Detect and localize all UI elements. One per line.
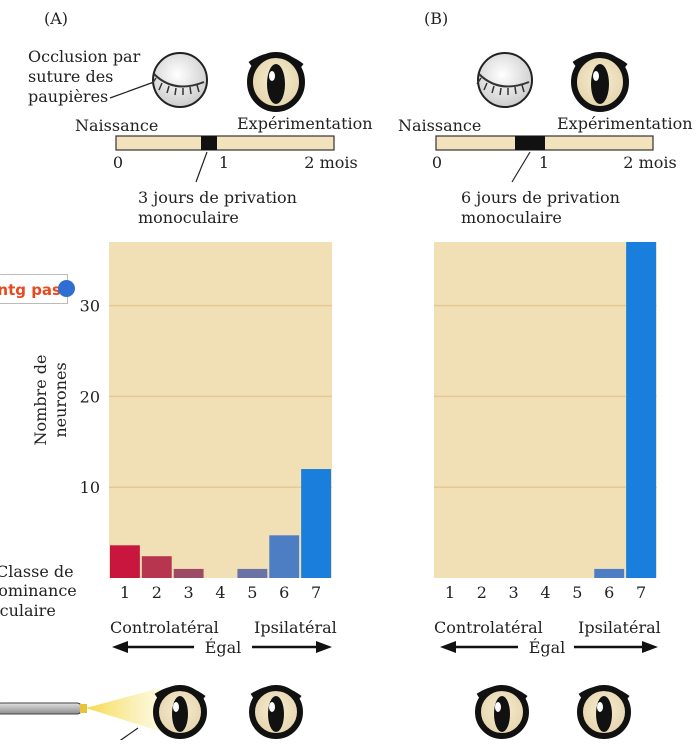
x-axis-label-line2: dominance [0,581,77,600]
x-axis-label-line3: oculaire [0,601,56,620]
x-tick-label: 7 [311,583,321,602]
bottom-eye-right-icon [249,685,303,739]
arrow-left-icon [440,641,456,653]
deprivation-label-line2: monoculaire [461,208,562,227]
timeline-start-label: Naissance [75,116,158,135]
overlay-dot-icon[interactable] [58,280,75,297]
x-tick-label: 3 [509,583,519,602]
x-axis-label-line1: Classe de [0,562,74,581]
bar-class-7 [626,242,656,578]
panel-a: (A) Occlusion par suture des paupières N… [0,9,373,743]
bar-class-6 [269,535,300,578]
timeline-start-label: Naissance [398,116,481,135]
arrow-right-icon [316,641,332,653]
sutured-eye-icon [151,52,208,108]
chart-a: 10 20 30 1 2 3 4 5 6 7 [80,242,332,602]
bar-class-1 [110,545,140,578]
timeline-tick-0: 0 [432,153,442,172]
bottom-eye-left-icon [475,685,529,739]
x-tick-label: 4 [215,583,225,602]
x-tick-label: 4 [540,583,550,602]
panel-b-label: (B) [424,9,448,28]
x-tick-label: 7 [636,583,646,602]
y-tick-label: 20 [80,387,100,406]
deprivation-window [201,136,217,150]
bar-class-5 [237,568,268,578]
ipsilateral-label: Ipsilatéral [254,618,337,637]
chart-b: 1 2 3 4 5 6 7 [434,242,657,602]
timeline-tick-2: 2 mois [623,153,676,172]
x-tick-label: 2 [152,583,162,602]
x-tick-label: 2 [477,583,487,602]
x-tick-label: 3 [184,583,194,602]
timeline-bar [115,135,335,151]
bar-class-7 [301,469,331,578]
bottom-eye-right-icon [577,685,631,739]
light-probe-icon [0,688,162,743]
panel-a-label: (A) [44,9,68,28]
contralateral-label: Controlatéral [110,618,219,637]
x-tick-label: 1 [120,583,130,602]
deprivation-label-line1: 3 jours de privation [138,188,297,207]
y-tick-label: 30 [80,297,100,316]
y-axis-label-line1: Nombre de [31,355,50,446]
bar-class-6 [594,568,625,578]
deprivation-label-line1: 6 jours de privation [461,188,620,207]
arrow-left-icon [112,641,128,653]
timeline-tick-1: 1 [539,153,549,172]
chart-b-background [434,242,657,578]
bar-class-3 [173,568,204,578]
open-eye-icon [247,52,305,112]
y-tick-label: 10 [80,478,100,497]
timeline-tick-0: 0 [113,153,123,172]
panel-b: (B) Naissance Expérimentation 0 1 2 mois… [398,9,693,739]
occlusion-pointer [109,81,155,99]
deprivation-label-line2: monoculaire [138,208,239,227]
x-tick-label: 5 [247,583,257,602]
contralateral-label: Controlatéral [434,618,543,637]
x-tick-label: 6 [604,583,614,602]
occlusion-label-line1: Occlusion par [28,47,141,66]
deprivation-window [515,136,545,150]
timeline-end-label: Expérimentation [557,114,693,133]
arrow-right-icon [642,641,658,653]
timeline-tick-2: 2 mois [304,153,357,172]
timeline-tick-1: 1 [219,153,229,172]
overlay-label[interactable]: ntg pas [0,274,68,304]
occlusion-label-line2: suture des [28,67,113,86]
x-tick-label: 1 [445,583,455,602]
x-tick-label: 6 [279,583,289,602]
x-tick-label: 5 [572,583,582,602]
equal-label: Égal [529,637,566,657]
chart-a-background [109,242,332,578]
bottom-eye-left-icon [153,685,207,739]
sutured-eye-icon [476,52,533,108]
ipsilateral-label: Ipsilatéral [578,618,661,637]
y-axis-label-line2: neurones [51,362,70,437]
deprivation-pointer [511,151,531,183]
open-eye-icon [571,52,629,112]
bar-class-2 [141,556,172,578]
equal-label: Égal [205,637,242,657]
occlusion-label-line3: paupières [28,87,108,106]
deprivation-pointer [195,151,208,183]
timeline-end-label: Expérimentation [237,114,373,133]
